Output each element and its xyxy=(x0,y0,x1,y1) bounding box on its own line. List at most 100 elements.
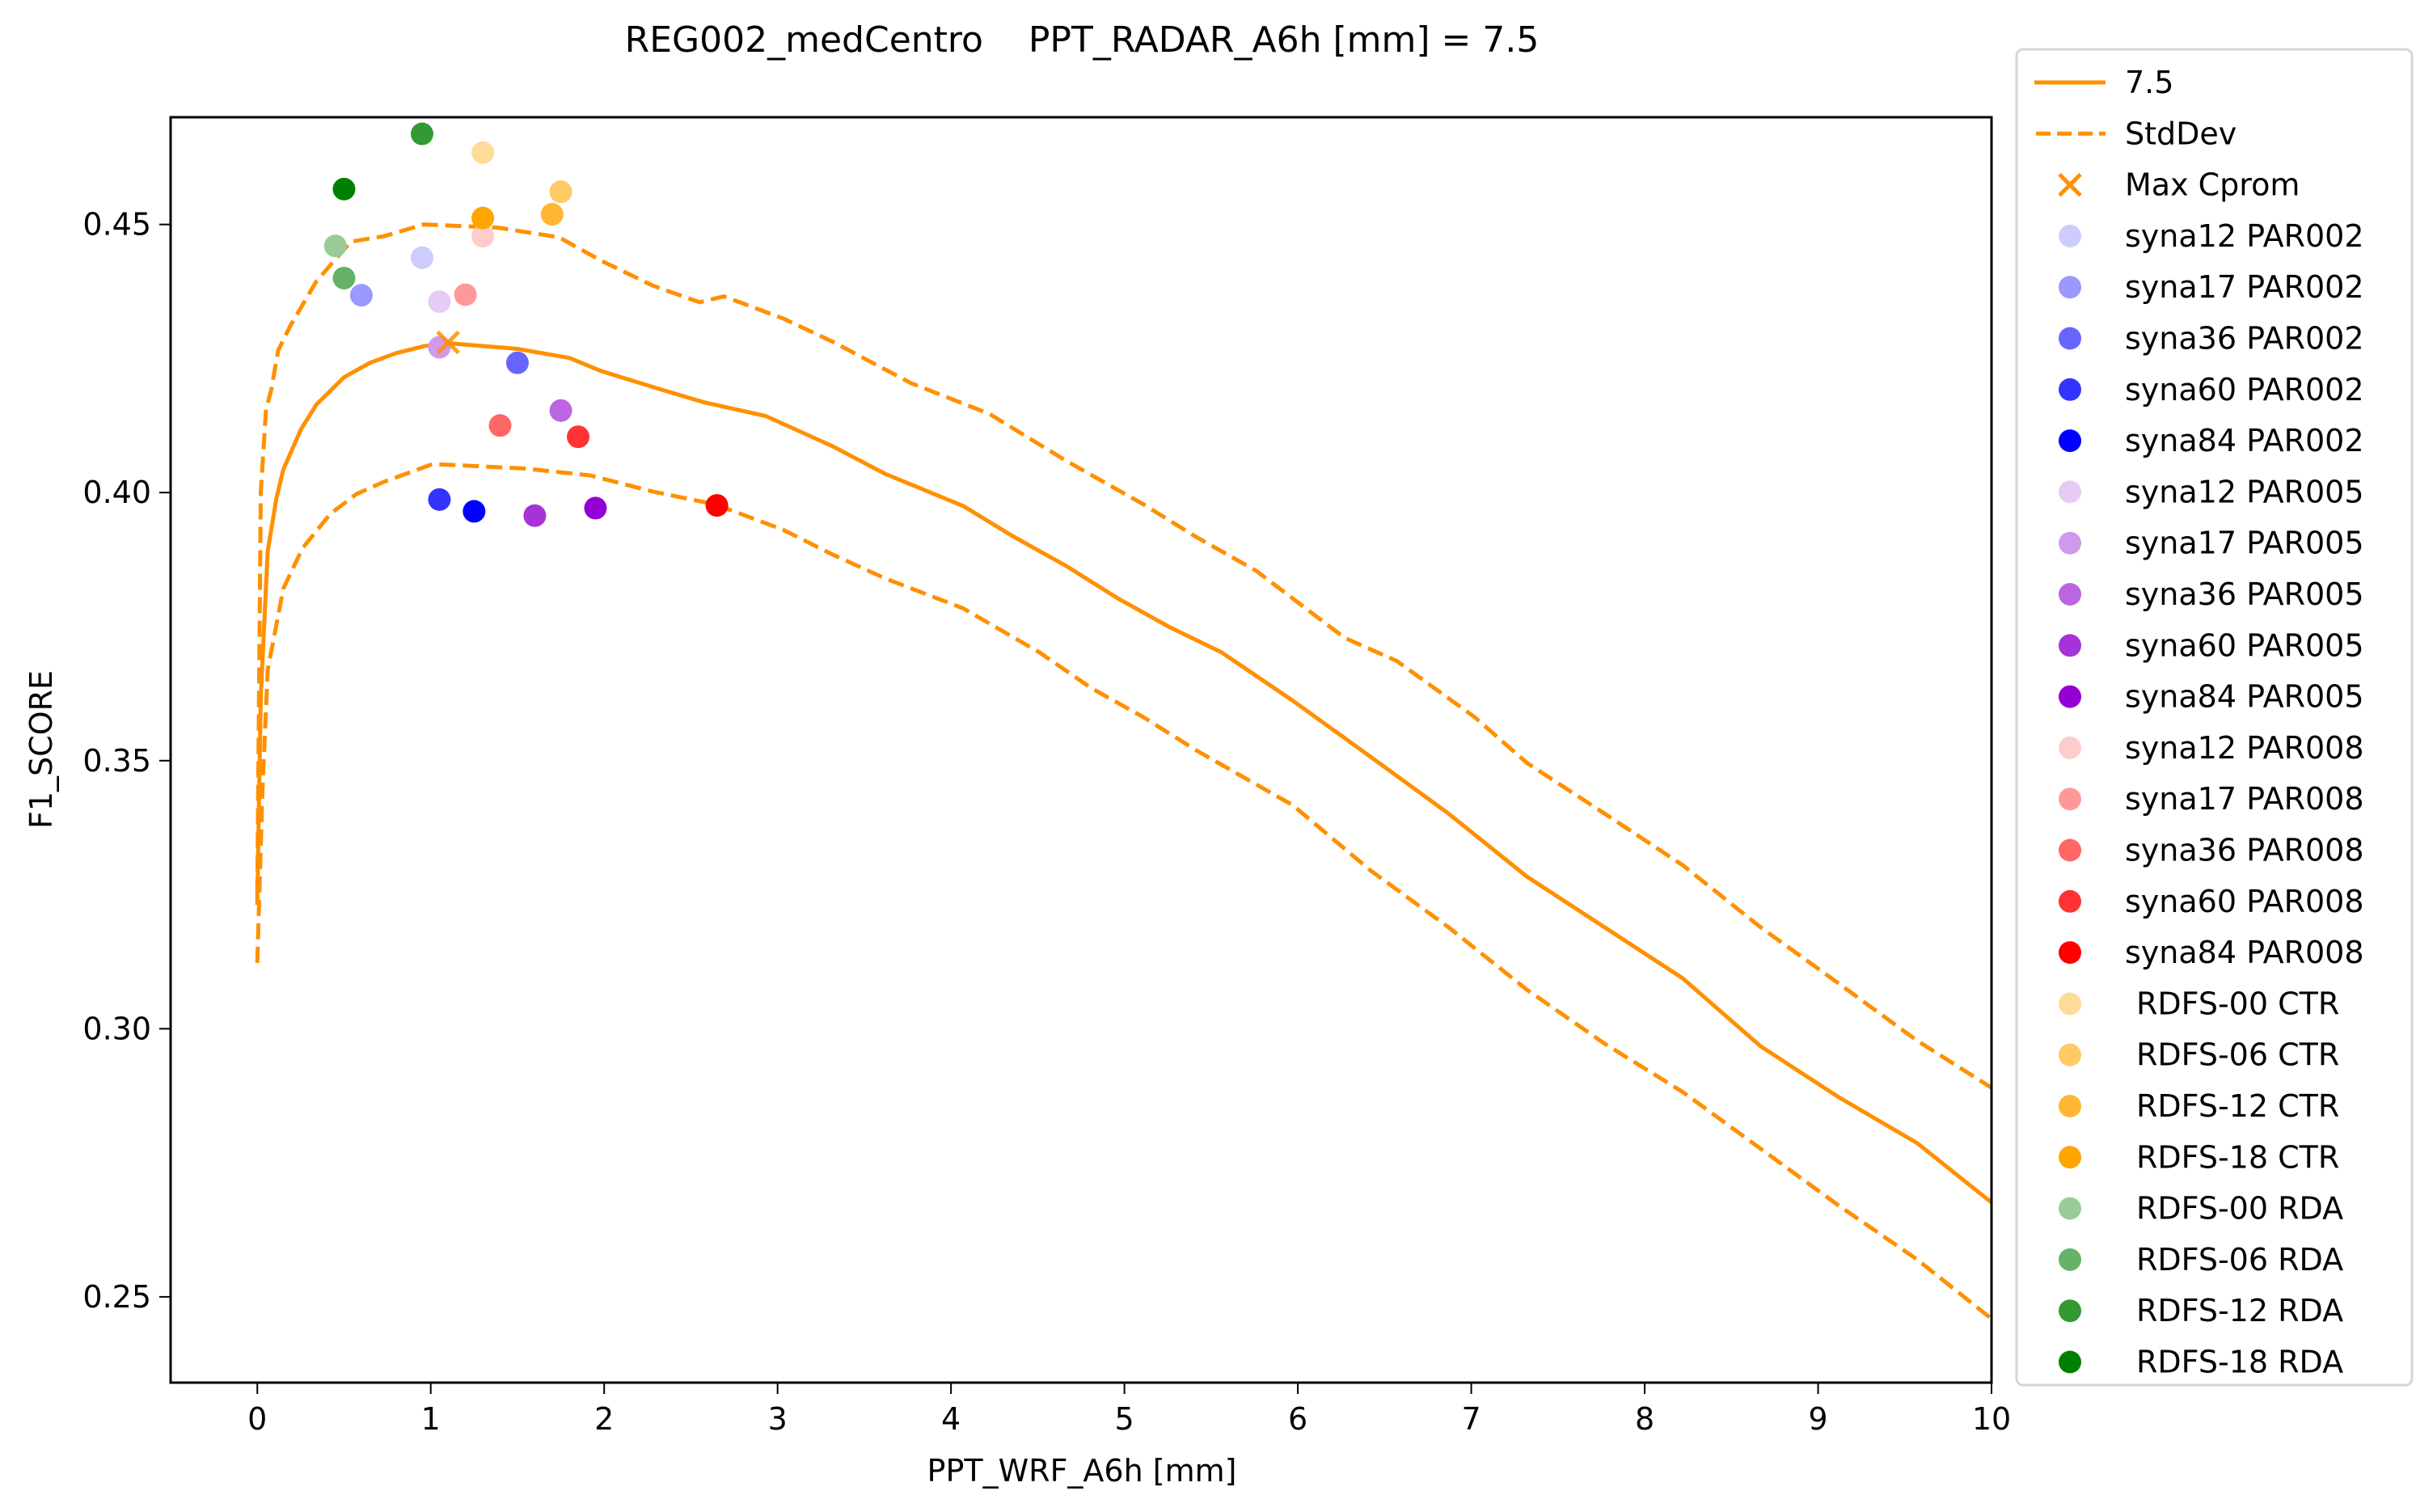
point-syna36-par008 xyxy=(488,414,512,437)
point-rdfs-00-rda xyxy=(323,234,347,258)
legend-swatch-dot xyxy=(2059,634,2081,657)
legend-label: syna60 PAR005 xyxy=(2125,627,2364,663)
legend-swatch-dot xyxy=(2059,1043,2081,1066)
legend-item: syna12 PAR005 xyxy=(2059,474,2364,509)
point-syna84-par008 xyxy=(705,494,729,517)
x-tick-label: 2 xyxy=(594,1401,614,1437)
point-syna84-par002 xyxy=(463,500,486,523)
point-syna17-par002 xyxy=(349,284,373,307)
legend-label: syna84 PAR008 xyxy=(2125,935,2364,970)
point-syna60-par008 xyxy=(567,425,590,449)
legend-item: RDFS-18 RDA xyxy=(2059,1345,2343,1380)
point-syna84-par005 xyxy=(584,496,607,520)
legend-label: RDFS-12 RDA xyxy=(2136,1293,2343,1328)
legend-item: syna84 PAR008 xyxy=(2059,935,2364,970)
x-axis: 0 1 2 3 4 5 6 7 8 9 10 xyxy=(247,1383,2011,1437)
x-tick-label: 9 xyxy=(1808,1401,1827,1437)
x-tick-label: 7 xyxy=(1461,1401,1480,1437)
legend-label: syna17 PAR002 xyxy=(2125,269,2364,305)
point-syna36-par002 xyxy=(505,351,529,374)
point-syna12-par002 xyxy=(410,246,433,269)
legend-swatch-dot xyxy=(2059,327,2081,350)
point-rdfs-06-rda xyxy=(332,266,356,289)
legend-swatch-dot xyxy=(2059,583,2081,606)
legend-swatch-dot xyxy=(2059,838,2081,862)
legend-item: syna17 PAR002 xyxy=(2059,269,2364,305)
legend-item: syna60 PAR008 xyxy=(2059,884,2364,919)
legend-item: syna60 PAR005 xyxy=(2059,627,2364,663)
legend-item: RDFS-06 CTR xyxy=(2059,1037,2339,1073)
point-rdfs-18-ctr xyxy=(471,206,495,230)
x-tick-label: 4 xyxy=(941,1401,961,1437)
legend-item: 7.5 xyxy=(2034,65,2173,100)
point-rdfs-06-ctr xyxy=(549,180,572,204)
legend-label: syna84 PAR005 xyxy=(2125,679,2364,715)
legend-swatch-dot xyxy=(2059,224,2081,247)
legend-item: RDFS-06 RDA xyxy=(2059,1242,2343,1278)
legend-item: syna60 PAR002 xyxy=(2059,372,2364,408)
legend-item: Max Cprom xyxy=(2058,167,2300,203)
x-tick-label: 10 xyxy=(1972,1401,2011,1437)
point-rdfs-12-rda xyxy=(410,122,433,146)
y-tick-label: 0.45 xyxy=(82,207,151,243)
legend-label: syna60 PAR002 xyxy=(2125,372,2364,408)
legend-swatch-dot xyxy=(2059,992,2081,1016)
legend-label: RDFS-12 CTR xyxy=(2136,1088,2339,1124)
plot-points xyxy=(323,122,729,527)
legend-item: syna12 PAR008 xyxy=(2059,730,2364,766)
legend-label: syna12 PAR008 xyxy=(2125,730,2364,766)
legend-label: syna60 PAR008 xyxy=(2125,884,2364,919)
legend-item: syna84 PAR005 xyxy=(2059,679,2364,715)
legend-swatch-dot xyxy=(2059,1146,2081,1169)
legend-label: syna36 PAR005 xyxy=(2125,577,2364,612)
point-syna60-par005 xyxy=(523,504,547,527)
point-syna60-par002 xyxy=(428,488,451,511)
legend-swatch-dot xyxy=(2059,788,2081,811)
legend-item: RDFS-12 RDA xyxy=(2059,1293,2343,1328)
legend-swatch-dot xyxy=(2059,685,2081,708)
legend-label: syna17 PAR008 xyxy=(2125,781,2364,817)
legend-item: syna84 PAR002 xyxy=(2059,423,2364,458)
legend-swatch-dot xyxy=(2059,378,2081,401)
legend-item: syna36 PAR008 xyxy=(2059,833,2364,868)
legend-item: syna36 PAR002 xyxy=(2059,321,2364,357)
legend-label: Max Cprom xyxy=(2125,167,2300,203)
point-syna12-par005 xyxy=(428,290,451,314)
y-tick-label: 0.25 xyxy=(82,1279,151,1315)
legend-label: StdDev xyxy=(2125,116,2237,151)
legend-label: RDFS-00 CTR xyxy=(2136,986,2339,1021)
legend-label: RDFS-06 RDA xyxy=(2136,1242,2343,1278)
legend-item: syna36 PAR005 xyxy=(2059,577,2364,612)
point-syna17-par008 xyxy=(454,283,477,306)
legend-swatch-x xyxy=(2058,172,2082,197)
legend: 7.5 StdDev Max Cprom syna12 PAR002 syna17 PA… xyxy=(2015,48,2414,1387)
legend-label: syna12 PAR002 xyxy=(2125,218,2364,254)
chart-title: REG002_medCentro PPT_RADAR_A6h [mm] = 7.… xyxy=(625,19,1540,61)
legend-swatch-dot xyxy=(2059,1350,2081,1374)
y-tick-label: 0.35 xyxy=(82,743,151,779)
legend-label: 7.5 xyxy=(2125,65,2173,100)
legend-label: syna84 PAR002 xyxy=(2125,423,2364,458)
point-rdfs-00-ctr xyxy=(471,141,495,164)
legend-label: syna36 PAR002 xyxy=(2125,321,2364,357)
legend-swatch-dot xyxy=(2059,1197,2081,1220)
legend-label: RDFS-18 CTR xyxy=(2136,1139,2339,1175)
x-tick-label: 3 xyxy=(768,1401,788,1437)
plot-lines xyxy=(255,222,1992,1321)
legend-item: syna17 PAR008 xyxy=(2059,781,2364,817)
point-syna36-par005 xyxy=(549,399,572,422)
legend-swatch-dot xyxy=(2059,429,2081,453)
legend-item: RDFS-12 CTR xyxy=(2059,1088,2339,1124)
legend-item: StdDev xyxy=(2036,116,2237,151)
legend-swatch-dot xyxy=(2059,1299,2081,1323)
max-cprom-marker xyxy=(436,330,460,355)
legend-label: syna36 PAR008 xyxy=(2125,833,2364,868)
mean-line xyxy=(255,340,1992,1205)
legend-label: syna17 PAR005 xyxy=(2125,526,2364,561)
legend-swatch-dot xyxy=(2059,889,2081,913)
y-tick-label: 0.30 xyxy=(82,1011,151,1046)
legend-swatch-dot xyxy=(2059,531,2081,555)
y-axis: 0.25 0.30 0.35 0.40 0.45 xyxy=(82,207,171,1315)
legend-swatch-dot xyxy=(2059,1248,2081,1271)
